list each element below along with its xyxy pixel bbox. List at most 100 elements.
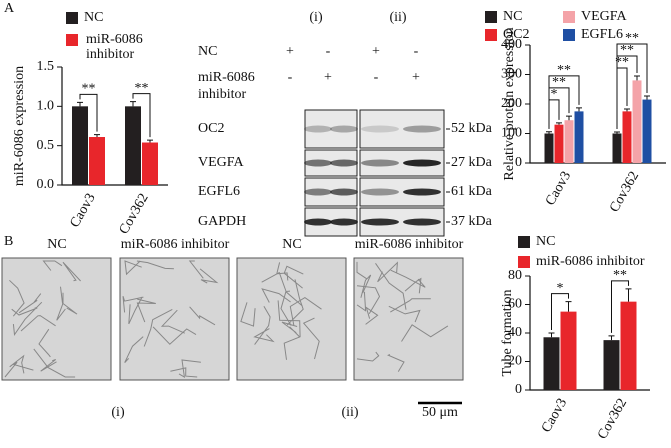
y-axis-label: Tube formation bbox=[500, 290, 515, 377]
protein-label: VEGFA bbox=[198, 155, 245, 170]
y-tick-label: 200 bbox=[501, 96, 522, 111]
legend-swatch bbox=[485, 29, 497, 41]
error-bar bbox=[565, 301, 572, 312]
panel-label: A bbox=[4, 1, 15, 16]
significance-label: ** bbox=[552, 75, 566, 90]
tube-network bbox=[122, 260, 219, 378]
y-tick-label: 1.0 bbox=[37, 99, 55, 114]
error-bar bbox=[566, 115, 572, 121]
protein-label: GAPDH bbox=[198, 214, 246, 229]
blot-band bbox=[330, 188, 358, 196]
y-tick-label: 100 bbox=[501, 126, 522, 141]
blot-band bbox=[403, 218, 441, 226]
error-bar bbox=[625, 288, 632, 302]
error-bar bbox=[624, 108, 630, 112]
tube-network bbox=[240, 262, 322, 360]
significance-label: * bbox=[557, 281, 564, 296]
y-axis-label: miR-6086 expression bbox=[12, 66, 27, 186]
significance-label: ** bbox=[613, 268, 627, 283]
blot-band bbox=[330, 159, 358, 167]
x-tick-label: Cov362 bbox=[595, 396, 630, 442]
scale-bar-label: 50 μm bbox=[422, 405, 458, 420]
protein-label: OC2 bbox=[198, 121, 224, 136]
significance-label: ** bbox=[557, 63, 571, 78]
error-bar bbox=[576, 107, 582, 112]
blot-band bbox=[361, 218, 399, 226]
x-tick-label: Caov3 bbox=[539, 396, 570, 435]
error-bar bbox=[634, 75, 640, 81]
bar bbox=[574, 111, 584, 163]
blot-band bbox=[304, 159, 332, 167]
significance-bracket bbox=[79, 93, 98, 132]
error-bar bbox=[130, 101, 136, 107]
y-tick-label: 0.5 bbox=[37, 138, 55, 153]
error-bar bbox=[77, 101, 83, 107]
legend-label: miR-6086 inhibitor bbox=[536, 254, 645, 269]
error-bar bbox=[94, 134, 100, 138]
bar bbox=[642, 99, 652, 163]
blot-sign: - bbox=[374, 70, 379, 85]
bar bbox=[564, 120, 574, 163]
x-tick-label: Caov3 bbox=[67, 191, 98, 230]
y-tick-label: 80 bbox=[508, 268, 522, 283]
micrograph bbox=[1, 257, 112, 381]
blot-sign: + bbox=[412, 70, 420, 85]
blot-panel bbox=[304, 109, 358, 149]
error-bar bbox=[147, 139, 153, 143]
blot-sign: + bbox=[372, 44, 380, 59]
legend-swatch bbox=[485, 11, 497, 23]
blot-row-label: NC bbox=[198, 44, 217, 59]
significance-label: ** bbox=[615, 55, 629, 70]
blot-row-label: miR-6086 inhibitor bbox=[198, 70, 258, 102]
blot-band bbox=[403, 159, 441, 167]
x-tick-label: Cov362 bbox=[117, 191, 152, 237]
legend-label: OC2 bbox=[503, 27, 529, 42]
legend-swatch bbox=[518, 256, 530, 268]
bar bbox=[612, 133, 622, 163]
legend-swatch bbox=[66, 12, 78, 24]
blot-band bbox=[330, 218, 358, 226]
blot-sign: - bbox=[288, 70, 293, 85]
significance-label: ** bbox=[625, 31, 639, 46]
y-tick-label: 400 bbox=[501, 37, 522, 52]
y-tick-label: 0.0 bbox=[37, 177, 55, 192]
blot-band bbox=[304, 218, 332, 226]
error-bar bbox=[548, 332, 555, 338]
image-label: miR-6086 inhibitor bbox=[121, 237, 230, 252]
error-bar bbox=[556, 122, 562, 125]
legend-label: EGFL6 bbox=[581, 27, 623, 42]
blot-column: (ii) bbox=[389, 10, 406, 25]
size-label: 52 kDa bbox=[451, 121, 493, 136]
bar bbox=[622, 111, 632, 163]
bar bbox=[89, 137, 105, 185]
error-bar bbox=[608, 335, 615, 341]
significance-bracket bbox=[616, 43, 648, 130]
blot-column: (i) bbox=[309, 10, 323, 25]
blot-band bbox=[403, 188, 441, 196]
y-axis-label: Relative protein expression bbox=[502, 27, 517, 180]
tube-network bbox=[4, 260, 81, 378]
bar bbox=[125, 106, 141, 185]
x-tick-label: Caov3 bbox=[543, 169, 574, 208]
tube-network bbox=[356, 261, 449, 372]
blot-band bbox=[361, 159, 399, 167]
blot-band bbox=[403, 125, 441, 133]
image-label: NC bbox=[282, 237, 301, 252]
legend-label: VEGFA bbox=[581, 9, 628, 24]
legend-label: NC bbox=[536, 234, 555, 249]
y-tick-label: 300 bbox=[501, 67, 522, 82]
micrograph bbox=[119, 257, 230, 381]
legend-swatch bbox=[563, 11, 575, 23]
image-label: NC bbox=[47, 237, 66, 252]
image-group-label: (ii) bbox=[341, 405, 358, 420]
image-label: miR-6086 inhibitor bbox=[355, 237, 464, 252]
blot-band bbox=[361, 188, 399, 196]
significance-bracket bbox=[548, 75, 580, 129]
legend-label: miR-6086 inhibitor bbox=[86, 32, 146, 62]
image-group-label: (i) bbox=[111, 405, 125, 420]
legend-swatch bbox=[563, 29, 575, 41]
blot-sign: - bbox=[414, 44, 419, 59]
y-tick-label: 60 bbox=[508, 297, 522, 312]
significance-bracket bbox=[548, 99, 560, 129]
